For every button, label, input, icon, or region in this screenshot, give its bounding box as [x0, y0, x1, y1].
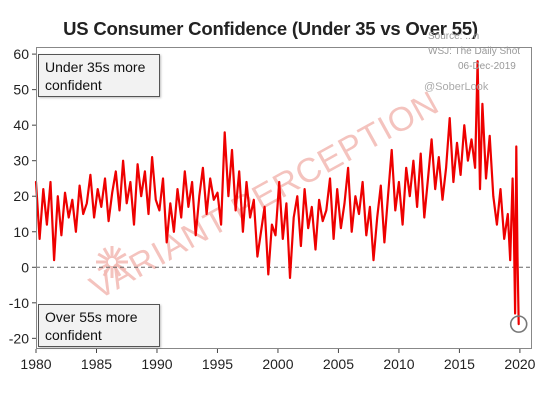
- watermark-logo-ray: [114, 252, 127, 262]
- credit-date: 06-Dec-2019: [458, 61, 516, 72]
- x-tick-label: 2020: [504, 356, 535, 372]
- x-axis: 1980 1985 1990 1995 2000 2005 2010 2015 2020: [20, 349, 536, 372]
- x-tick-label: 2015: [444, 356, 475, 372]
- credit-publication: WSJ: The Daily Shot: [428, 46, 521, 57]
- y-tick-label: 40: [13, 117, 29, 133]
- x-tick-label: 2000: [262, 356, 293, 372]
- x-tick-label: 1985: [81, 356, 112, 372]
- y-tick-label: 10: [13, 224, 29, 240]
- x-tick-label: 2010: [383, 356, 414, 372]
- annotation-over-55: Over 55s more confident: [38, 304, 160, 347]
- annotation-under-35: Under 35s more confident: [38, 54, 160, 97]
- x-tick-label: 1990: [141, 356, 172, 372]
- annotation-under-35-line-2: confident: [45, 77, 102, 93]
- chart-title: US Consumer Confidence (Under 35 vs Over…: [63, 18, 478, 39]
- y-axis: 60 50 40 30 20 10 0 -10 -20: [9, 46, 36, 346]
- y-tick-label: 30: [13, 153, 29, 169]
- annotation-over-55-line-1: Over 55s more: [45, 309, 138, 325]
- watermark-logo-ray: [112, 247, 122, 260]
- twitter-handle: @SoberLook: [424, 81, 489, 93]
- plot-area-frame: [36, 47, 532, 349]
- y-tick-label: -10: [9, 295, 29, 311]
- highlight-circle: [509, 315, 528, 333]
- y-tick-label: 50: [13, 82, 29, 98]
- x-tick-label: 1980: [20, 356, 51, 372]
- series-line-0: [34, 60, 520, 326]
- watermark-logo-ray: [97, 252, 110, 262]
- x-tick-label: 2005: [323, 356, 354, 372]
- series-layer: [34, 60, 520, 326]
- credit-source: Source: ...n: [428, 31, 480, 42]
- y-tick-label: 0: [21, 259, 29, 275]
- annotation-under-35-line-1: Under 35s more: [45, 59, 146, 75]
- y-tick-label: 60: [13, 46, 29, 62]
- watermark-logo-ray: [97, 262, 110, 272]
- x-tick-label: 1995: [202, 356, 233, 372]
- watermark-logo-ray: [102, 247, 112, 260]
- y-tick-label: 20: [13, 188, 29, 204]
- annotation-over-55-line-2: confident: [45, 327, 102, 343]
- y-tick-label: -20: [9, 330, 29, 346]
